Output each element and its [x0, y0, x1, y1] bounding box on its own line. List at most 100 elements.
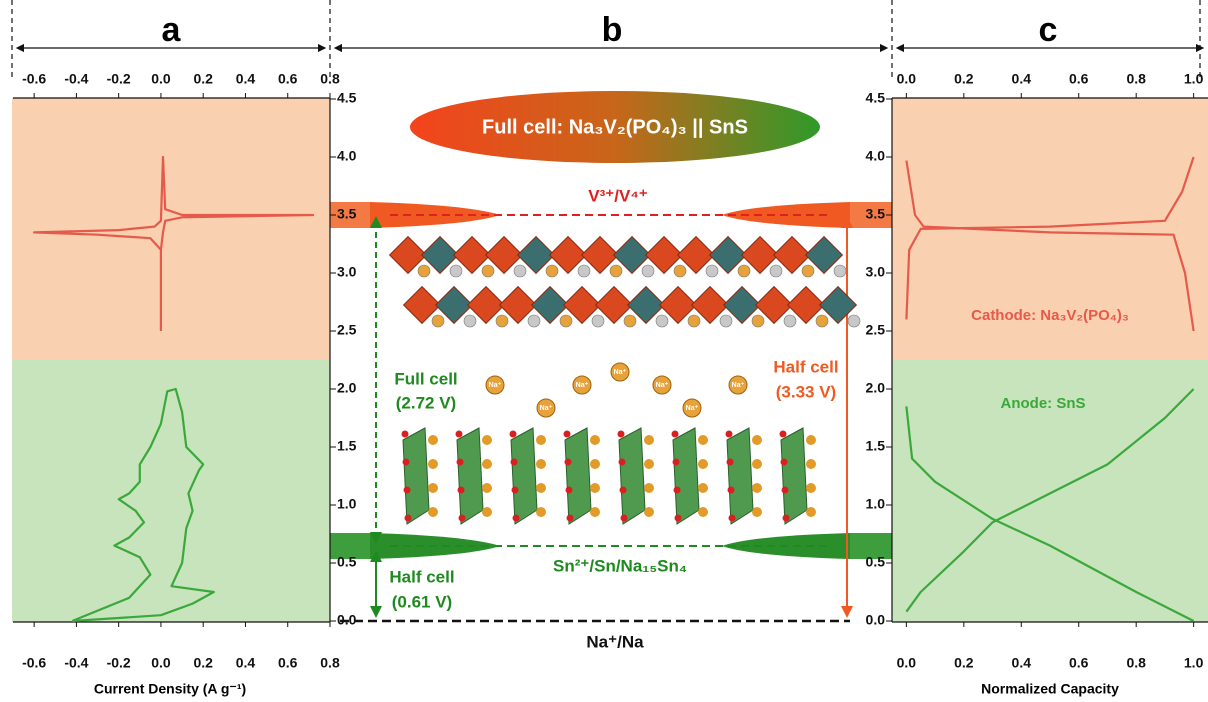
y-tick-label: 1.0 [866, 496, 886, 512]
atom [528, 315, 540, 327]
atom [783, 515, 790, 522]
cell-label: (3.33 V) [776, 382, 836, 401]
atom [770, 265, 782, 277]
cathode-region [12, 98, 330, 360]
y-tick-label: 1.0 [337, 496, 357, 512]
atom [511, 459, 518, 466]
atom [418, 265, 430, 277]
atom [458, 487, 465, 494]
ion-label: Na⁺ [656, 382, 669, 389]
atom [512, 487, 519, 494]
level-label: Sn²⁺/Sn/Na₁₅Sn₄ [553, 556, 687, 575]
diagram-title: Full cell: Na₃V₂(PO₄)₃ || SnS [482, 116, 748, 138]
atom [560, 315, 572, 327]
atom [590, 507, 600, 517]
atom [780, 431, 787, 438]
ion-label: Na⁺ [686, 405, 699, 412]
atom [566, 487, 573, 494]
x-tick-label: -0.6 [22, 71, 46, 87]
atom [619, 459, 626, 466]
atom [482, 507, 492, 517]
atom [564, 431, 571, 438]
atom [513, 515, 520, 522]
atom [698, 435, 708, 445]
atom [404, 487, 411, 494]
y-tick-label: 1.5 [337, 438, 357, 454]
ion-label: Na⁺ [489, 382, 502, 389]
atom [624, 315, 636, 327]
x-tick-label: -0.2 [107, 71, 131, 87]
atom [546, 265, 558, 277]
atom [644, 435, 654, 445]
atom [459, 515, 466, 522]
atom [578, 265, 590, 277]
x-tick-label: 0.8 [320, 655, 340, 671]
x-tick-label: 0.2 [193, 655, 213, 671]
atom [644, 507, 654, 517]
ion-label: Na⁺ [576, 382, 589, 389]
atom [738, 265, 750, 277]
ion-label: Na⁺ [540, 405, 553, 412]
atom [656, 315, 668, 327]
x-axis-title: Normalized Capacity [981, 681, 1119, 697]
atom [405, 515, 412, 522]
annotation: Cathode: Na₃V₂(PO₄)₃ [971, 307, 1129, 324]
y-tick-label: 4.5 [337, 90, 357, 106]
y-tick-label: 0.0 [337, 612, 357, 628]
y-tick-label: 2.5 [337, 322, 357, 338]
slab [565, 428, 591, 524]
y-tick-label: 4.0 [337, 148, 357, 164]
cell-label: (2.72 V) [396, 393, 456, 412]
figure: a b c Full cell: Na₃V₂(PO₄)₃ || SnS V³⁺/… [0, 0, 1208, 702]
crystal-structures: Na⁺Na⁺Na⁺Na⁺Na⁺Na⁺Na⁺ [390, 237, 860, 524]
x-axis-title: Current Density (A g⁻¹) [94, 681, 246, 697]
x-tick-label: 0.6 [1069, 655, 1089, 671]
atom [510, 431, 517, 438]
panel-label: a [162, 11, 182, 49]
x-tick-label: 0.4 [236, 71, 256, 87]
atom [752, 507, 762, 517]
y-tick-label: 3.0 [337, 264, 357, 280]
atom [620, 487, 627, 494]
x-tick-label: 1.0 [1184, 71, 1204, 87]
x-tick-label: 0.0 [897, 655, 917, 671]
y-tick-label: 3.5 [337, 206, 357, 222]
x-tick-label: 0.8 [1126, 655, 1146, 671]
atom [482, 435, 492, 445]
x-tick-label: -0.4 [64, 71, 88, 87]
atom [752, 435, 762, 445]
x-tick-label: 0.8 [320, 71, 340, 87]
atom [752, 459, 762, 469]
atom [536, 459, 546, 469]
atom [432, 315, 444, 327]
atom [728, 487, 735, 494]
atom [565, 459, 572, 466]
cell-label: (0.61 V) [392, 592, 452, 611]
atom [802, 265, 814, 277]
anode-region [12, 360, 330, 622]
atom [456, 431, 463, 438]
atom [621, 515, 628, 522]
atom [567, 515, 574, 522]
x-tick-label: 0.8 [1126, 71, 1146, 87]
y-tick-label: 3.0 [866, 264, 886, 280]
x-tick-label: 0.0 [151, 655, 171, 671]
ion-label: Na⁺ [614, 369, 627, 376]
atom [482, 483, 492, 493]
atom [834, 265, 846, 277]
x-tick-label: -0.2 [107, 655, 131, 671]
atom [672, 431, 679, 438]
atom [674, 487, 681, 494]
y-tick-label: 3.5 [866, 206, 886, 222]
atom [590, 459, 600, 469]
x-tick-label: 0.0 [151, 71, 171, 87]
atom [688, 315, 700, 327]
slab [403, 428, 429, 524]
atom [806, 459, 816, 469]
panel-label: c [1039, 11, 1058, 49]
atom [698, 459, 708, 469]
y-tick-label: 4.5 [866, 90, 886, 106]
atom [781, 459, 788, 466]
atom [752, 315, 764, 327]
x-tick-label: 0.2 [954, 71, 974, 87]
